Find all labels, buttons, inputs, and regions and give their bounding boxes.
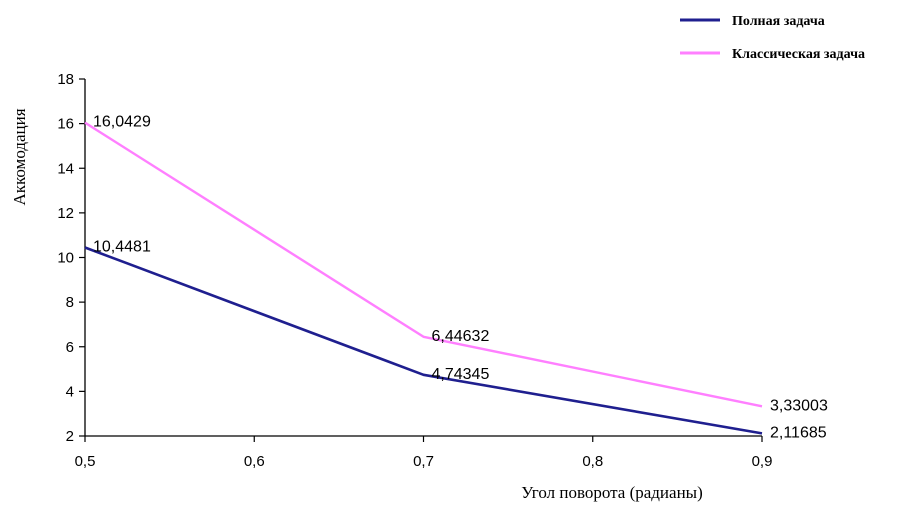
legend-label-classic-task: Классическая задача [732,47,865,62]
data-label: 2,11685 [770,424,827,441]
x-tick-label: 0,5 [75,453,96,470]
data-label: 3,33003 [770,397,828,414]
data-labels: 10,4481 4,74345 2,11685 16,0429 6,44632 3,330… [93,114,828,442]
series-layer [84,121,763,435]
x-axis-ticks: 0,5 0,6 0,7 0,8 0,9 [75,436,773,470]
x-tick-label: 0,6 [244,453,265,470]
y-tick-label: 10 [57,250,74,267]
data-label: 10,4481 [93,239,151,256]
y-tick-label: 18 [57,71,74,88]
data-label: 16,0429 [93,114,151,131]
y-tick-label: 12 [57,205,74,222]
legend-label-full-task: Полная задача [732,14,825,29]
y-tick-label: 14 [57,160,74,177]
y-axis-title: Аккомодация [10,108,29,205]
y-tick-label: 4 [66,383,74,400]
x-tick-label: 0,8 [582,453,603,470]
y-tick-label: 16 [57,116,74,133]
x-tick-label: 0,9 [752,453,773,470]
data-label: 4,74345 [432,366,490,383]
legend: Полная задача Классическая задача [680,14,865,62]
y-tick-label: 8 [66,294,74,311]
x-axis-title: Угол поворота (радианы) [521,483,703,502]
x-tick-label: 0,7 [413,453,434,470]
y-axis-ticks: 2 4 6 8 10 12 14 16 18 [57,71,85,445]
y-tick-label: 6 [66,339,74,356]
series-line-0 [84,246,763,435]
y-tick-label: 2 [66,428,74,445]
data-label: 6,44632 [432,328,490,345]
series-line-1 [84,121,763,408]
